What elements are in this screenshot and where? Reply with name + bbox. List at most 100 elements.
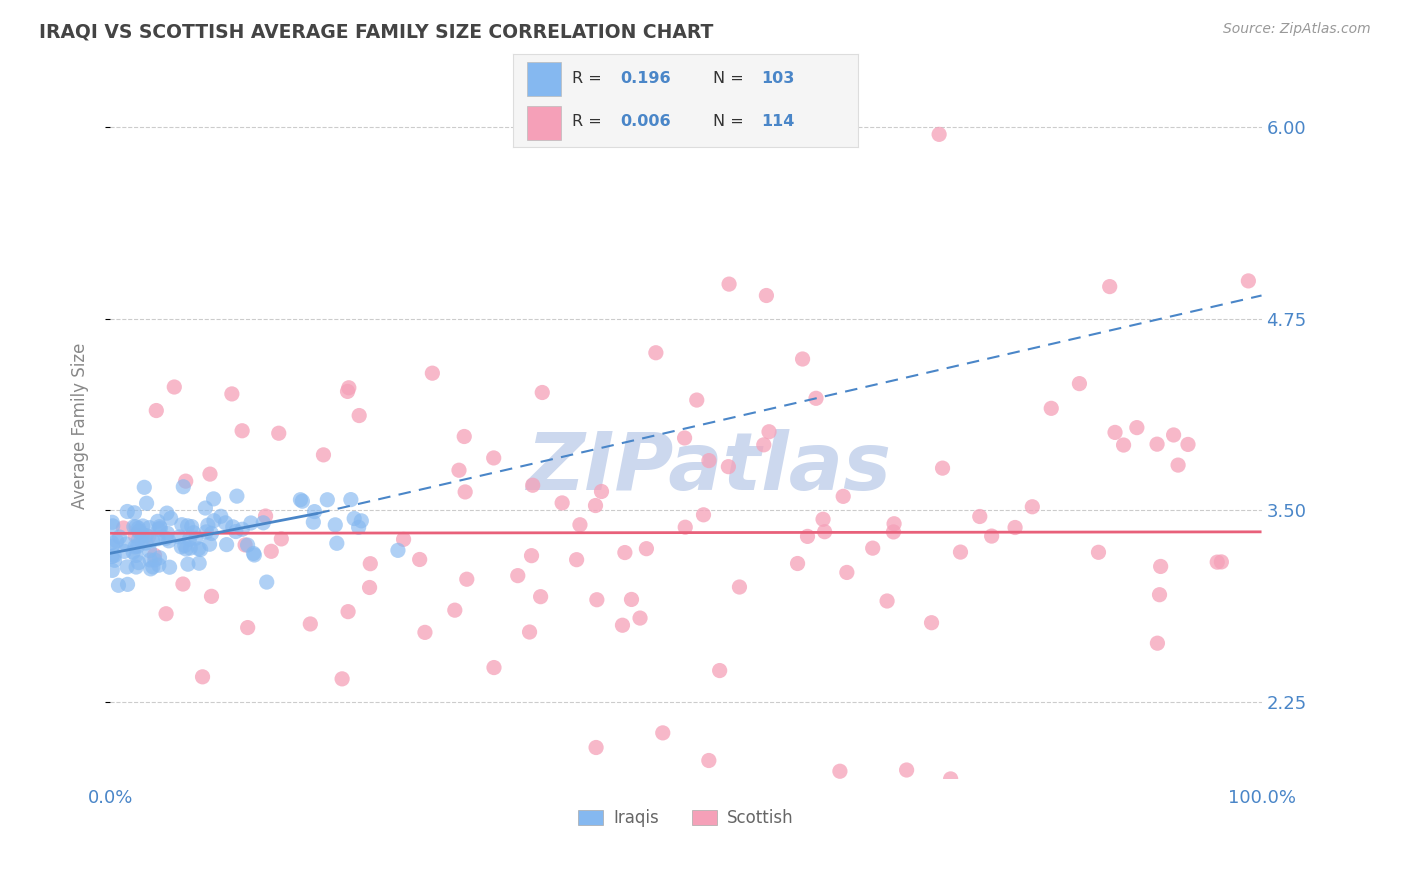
Point: [159, 511, 181, 525]
Point: [132, 519, 155, 533]
Point: [628, 611, 651, 625]
Point: [1163, 428, 1185, 442]
Point: [194, 501, 217, 516]
Point: [125, 549, 148, 563]
Point: [179, 533, 201, 547]
Point: [686, 392, 709, 407]
Point: [155, 532, 177, 546]
Point: [112, 521, 135, 535]
Point: [1206, 555, 1229, 569]
Point: [172, 480, 194, 494]
Point: [1146, 437, 1168, 451]
Point: [336, 384, 359, 399]
Point: [177, 557, 200, 571]
Text: N =: N =: [713, 114, 744, 129]
Point: [304, 505, 326, 519]
Point: [330, 672, 353, 686]
Point: [176, 518, 198, 533]
Point: [148, 550, 170, 565]
Point: [148, 558, 170, 573]
Point: [718, 277, 741, 292]
Text: R =: R =: [572, 114, 602, 129]
Point: [340, 492, 363, 507]
Point: [758, 425, 780, 439]
Point: [215, 538, 238, 552]
Point: [138, 521, 160, 535]
Point: [243, 548, 266, 562]
Point: [585, 499, 607, 513]
Point: [1104, 425, 1126, 440]
Point: [101, 535, 124, 549]
Point: [200, 590, 222, 604]
Point: [231, 424, 253, 438]
Point: [135, 536, 157, 550]
Point: [1167, 458, 1189, 472]
Point: [222, 520, 245, 534]
Point: [290, 492, 312, 507]
Point: [128, 556, 150, 570]
Point: [267, 426, 290, 441]
Point: [233, 538, 256, 552]
Point: [835, 566, 858, 580]
Point: [221, 387, 243, 401]
Point: [612, 618, 634, 632]
Point: [117, 577, 139, 591]
Point: [673, 431, 696, 445]
Point: [270, 532, 292, 546]
Point: [174, 474, 197, 488]
Point: [170, 517, 193, 532]
Point: [520, 549, 543, 563]
Point: [291, 494, 314, 508]
Point: [408, 552, 430, 566]
Point: [197, 518, 219, 533]
Point: [1004, 520, 1026, 534]
Point: [422, 366, 444, 380]
Point: [1146, 636, 1168, 650]
Point: [127, 539, 149, 553]
Point: [179, 541, 201, 555]
Point: [135, 496, 157, 510]
Point: [1069, 376, 1091, 391]
Point: [105, 534, 128, 549]
Point: [928, 128, 950, 142]
Point: [101, 539, 124, 553]
Point: [413, 625, 436, 640]
Point: [876, 594, 898, 608]
Point: [159, 560, 181, 574]
Point: [862, 541, 884, 556]
Point: [128, 533, 150, 547]
Point: [139, 562, 162, 576]
Point: [813, 524, 835, 539]
Point: [108, 530, 131, 544]
Point: [1149, 559, 1171, 574]
Point: [323, 517, 346, 532]
Point: [129, 533, 152, 548]
Point: [156, 526, 179, 541]
Point: [145, 403, 167, 417]
Point: [299, 617, 322, 632]
Point: [312, 448, 335, 462]
Text: ZIPatlas: ZIPatlas: [526, 429, 891, 508]
Point: [256, 575, 278, 590]
Point: [804, 392, 827, 406]
Point: [101, 516, 124, 530]
Point: [149, 519, 172, 533]
Point: [103, 549, 125, 563]
Point: [163, 380, 186, 394]
Point: [883, 516, 905, 531]
Point: [117, 504, 139, 518]
Point: [949, 545, 972, 559]
Point: [522, 478, 544, 492]
Point: [343, 511, 366, 525]
Y-axis label: Average Family Size: Average Family Size: [72, 343, 89, 509]
Point: [350, 514, 373, 528]
Point: [1126, 420, 1149, 434]
Point: [969, 509, 991, 524]
Point: [209, 509, 232, 524]
Point: [620, 592, 643, 607]
Point: [673, 520, 696, 534]
Point: [347, 409, 370, 423]
Point: [792, 351, 814, 366]
Point: [692, 508, 714, 522]
Point: [128, 524, 150, 538]
